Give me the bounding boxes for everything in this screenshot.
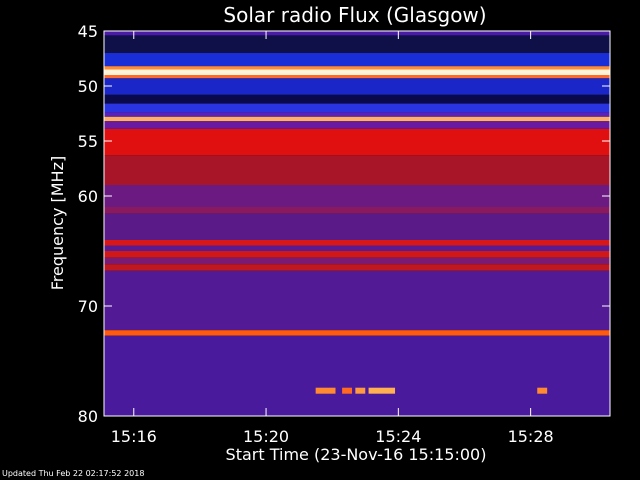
y-tick-label-4: 70 <box>78 297 98 316</box>
frequency-band-19 <box>104 251 610 258</box>
frequency-band-5 <box>104 75 610 79</box>
x-tick-label-0: 15:16 <box>111 427 157 446</box>
x-axis-label: Start Time (23-Nov-16 15:15:00) <box>226 445 487 464</box>
frequency-band-14 <box>104 185 610 207</box>
frequency-band-1 <box>104 35 610 53</box>
y-tick-label-2: 55 <box>78 132 98 151</box>
plot-frame <box>103 30 611 417</box>
x-tick-label-1: 15:20 <box>243 427 289 446</box>
frequency-band-10 <box>104 116 610 122</box>
frequency-band-15 <box>104 207 610 214</box>
burst-2 <box>355 387 366 394</box>
y-tick-label-0: 45 <box>78 22 98 41</box>
frequency-band-8 <box>104 103 610 113</box>
frequency-band-4 <box>104 69 610 75</box>
frequency-band-6 <box>104 78 610 95</box>
frequency-band-9 <box>104 112 610 117</box>
update-timestamp: Updated Thu Feb 22 02:17:52 2018 <box>2 469 145 478</box>
chart-title: Solar radio Flux (Glasgow) <box>223 3 486 27</box>
frequency-band-20 <box>104 257 610 265</box>
burst-4 <box>537 387 548 394</box>
frequency-band-16 <box>104 213 610 240</box>
x-tick-label-3: 15:28 <box>508 427 554 446</box>
x-tick-label-2: 15:24 <box>375 427 421 446</box>
y-axis-ticks: 45 50 55 60 70 80 <box>78 22 610 426</box>
frequency-band-2 <box>104 53 610 67</box>
frequency-band-12 <box>104 128 610 156</box>
x-axis-ticks: 15:16 15:20 15:24 15:28 <box>111 31 554 446</box>
burst-0 <box>315 387 336 394</box>
frequency-band-0 <box>104 31 610 36</box>
spectrogram-heatmap <box>104 31 610 416</box>
frequency-band-22 <box>104 270 610 331</box>
y-tick-label-3: 60 <box>78 187 98 206</box>
frequency-band-7 <box>104 94 610 104</box>
frequency-band-11 <box>104 121 610 129</box>
y-tick-label-5: 80 <box>78 407 98 426</box>
burst-1 <box>342 387 353 394</box>
frequency-band-18 <box>104 245 610 251</box>
frequency-band-3 <box>104 66 610 70</box>
frequency-band-24 <box>104 335 610 416</box>
frequency-band-17 <box>104 240 610 246</box>
burst-3 <box>368 387 396 394</box>
frequency-band-23 <box>104 330 610 336</box>
y-axis-label: Frequency [MHz] <box>48 156 67 290</box>
burst-markers <box>315 387 548 394</box>
y-tick-label-1: 50 <box>78 77 98 96</box>
frequency-band-21 <box>104 264 610 271</box>
frequency-band-13 <box>104 155 610 185</box>
